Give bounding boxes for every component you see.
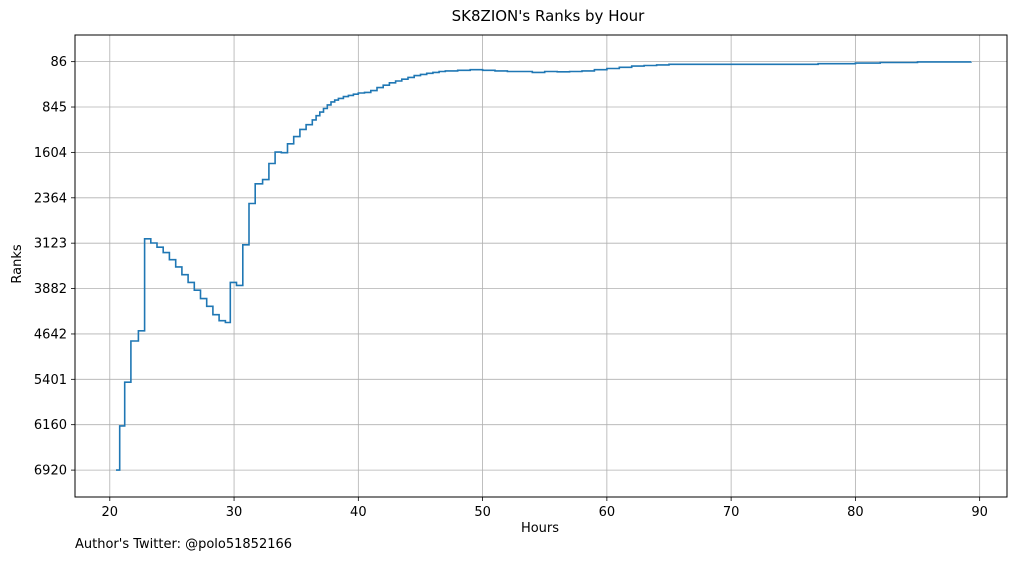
y-axis-ticks: 86 845 1604 2364 3123 3882 4642 5401 6160 6920 <box>34 55 75 479</box>
y-tick-label: 1604 <box>34 146 67 161</box>
y-tick-label: 86 <box>50 55 67 70</box>
x-tick-label: 80 <box>847 505 864 520</box>
x-tick-label: 60 <box>599 505 616 520</box>
x-tick-label: 70 <box>723 505 740 520</box>
x-axis-title: Hours <box>521 521 559 536</box>
x-tick-label: 20 <box>102 505 119 520</box>
y-tick-label: 4642 <box>34 327 67 342</box>
y-axis-title: Ranks <box>10 244 25 283</box>
plot-frame <box>74 34 1008 498</box>
y-tick-label: 845 <box>42 101 67 116</box>
x-tick-label: 30 <box>226 505 243 520</box>
x-tick-label: 90 <box>971 505 988 520</box>
y-tick-label: 6920 <box>34 464 67 479</box>
chart-title: SK8ZION's Ranks by Hour <box>452 7 646 25</box>
x-tick-label: 50 <box>474 505 491 520</box>
x-axis-ticks: 20 30 40 50 60 70 80 90 <box>102 497 988 520</box>
y-tick-label: 2364 <box>34 191 67 206</box>
rank-step-line <box>116 61 972 471</box>
author-credit: Author's Twitter: @polo51852166 <box>75 537 293 552</box>
y-tick-label: 3123 <box>34 237 67 252</box>
y-tick-label: 3882 <box>34 282 67 297</box>
x-tick-label: 40 <box>350 505 367 520</box>
y-tick-label: 5401 <box>34 373 67 388</box>
grid-lines <box>75 35 1007 497</box>
y-tick-label: 6160 <box>34 418 67 433</box>
